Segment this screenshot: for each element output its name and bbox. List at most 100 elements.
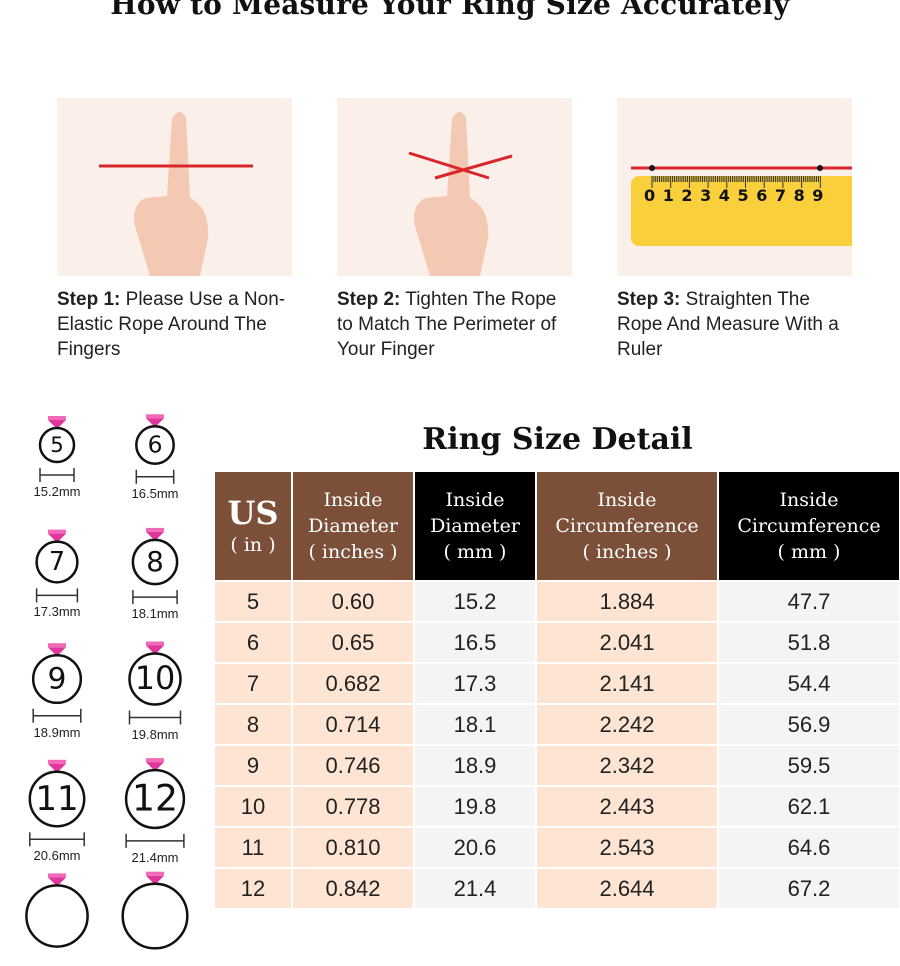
table-row: 8 0.714 18.1 2.242 56.9 [215, 703, 900, 745]
table-cell: 0.778 [292, 785, 415, 827]
step1-image [57, 98, 292, 276]
table-cell: 15.2 [414, 580, 537, 622]
table-cell: 10 [215, 785, 293, 827]
gem-icon [146, 875, 164, 885]
table-row: 12 0.842 21.4 2.644 67.2 [215, 867, 900, 908]
table-cell: 5 [215, 580, 293, 622]
table-cell: 54.4 [718, 662, 900, 704]
table-cell: 17.3 [414, 662, 537, 704]
table-row: 7 0.682 17.3 2.141 54.4 [215, 662, 900, 704]
column-header: Inside Circumference( mm ) [718, 472, 900, 581]
table-cell: 0.60 [292, 580, 415, 622]
table-cell: 0.746 [292, 744, 415, 786]
table-cell: 51.8 [718, 621, 900, 663]
table-cell: 2.041 [536, 621, 719, 663]
svg-text:11: 11 [35, 779, 78, 819]
ruler-number: 7 [774, 186, 787, 205]
table-cell: 56.9 [718, 703, 900, 745]
gem-icon [48, 420, 66, 429]
svg-text:8: 8 [146, 545, 164, 578]
column-header: Inside Diameter( mm ) [414, 472, 537, 581]
table-cell: 2.543 [536, 826, 719, 868]
table-title: Ring Size Detail [422, 422, 693, 457]
ruler-illustration [631, 165, 852, 246]
ruler-number: 5 [737, 186, 749, 205]
table-cell: 12 [215, 867, 293, 908]
ruler-number: 4 [718, 186, 730, 205]
column-header: US( in ) [215, 472, 293, 581]
table-cell: 0.810 [292, 826, 415, 868]
ruler-number: 8 [793, 186, 805, 205]
table-cell: 47.7 [718, 580, 900, 622]
table-cell: 8 [215, 703, 293, 745]
gem-icon [48, 763, 66, 773]
gem-icon [48, 877, 66, 887]
gem-icon [146, 418, 164, 428]
table-cell: 18.9 [414, 744, 537, 786]
svg-text:10: 10 [135, 659, 176, 697]
ruler-number: 2 [681, 186, 693, 205]
gem-icon [146, 531, 164, 541]
table-cell: 2.443 [536, 785, 719, 827]
ring-diameter-label: 16.5mm [131, 485, 179, 501]
svg-text:7: 7 [49, 547, 65, 577]
table-cell: 7 [215, 662, 293, 704]
ruler-number: 9 [812, 186, 824, 205]
table-cell: 20.6 [414, 826, 537, 868]
ruler-number: 3 [700, 186, 712, 205]
ring-diameter-label: 15.2mm [33, 484, 81, 499]
table-cell: 16.5 [414, 621, 537, 663]
ruler-number: 6 [756, 186, 768, 205]
table-cell: 2.644 [536, 867, 719, 908]
table-cell: 2.141 [536, 662, 719, 704]
ring-diameter-label: 18.1mm [131, 606, 179, 622]
table-cell: 21.4 [414, 867, 537, 908]
table-row: 9 0.746 18.9 2.342 59.5 [215, 744, 900, 786]
table-cell: 2.242 [536, 703, 719, 745]
table-cell: 19.8 [414, 785, 537, 827]
ring-diameter-label: 17.3mm [33, 604, 81, 620]
table-cell: 11 [215, 826, 293, 868]
table-cell: 0.842 [292, 867, 415, 908]
table-row: 6 0.65 16.5 2.041 51.8 [215, 621, 900, 663]
table-cell: 0.714 [292, 703, 415, 745]
ring-diameter-label: 20.6mm [33, 848, 81, 864]
page-title: How to Measure Your Ring Size Accurately [110, 0, 790, 21]
table-cell: 62.1 [718, 785, 900, 827]
step2-caption: Step 2: Tighten The Rope to Match The Pe… [337, 289, 557, 360]
ruler-number: 0 [644, 186, 656, 205]
table-cell: 64.6 [718, 826, 900, 868]
ring-diameter-label: 19.8mm [131, 726, 179, 742]
table-cell: 59.5 [718, 744, 900, 786]
table-cell: 0.682 [292, 662, 415, 704]
step1-caption: Step 1: Please Use a Non-Elastic Rope Ar… [57, 289, 286, 360]
ring-size-table: US( in ) Inside Diameter( inches ) Inside Di… [215, 472, 900, 908]
svg-text:6: 6 [148, 430, 163, 458]
table-row: 10 0.778 19.8 2.443 62.1 [215, 785, 900, 827]
table-cell: 9 [215, 744, 293, 786]
table-cell: 18.1 [414, 703, 537, 745]
table-row: 11 0.810 20.6 2.543 64.6 [215, 826, 900, 868]
step3-caption: Step 3: Straighten The Rope And Measure … [617, 289, 839, 360]
table-row: 5 0.60 15.2 1.884 47.7 [215, 580, 900, 622]
gem-icon [146, 645, 164, 655]
ring-diameter-label: 21.4mm [131, 849, 179, 865]
table-cell: 1.884 [536, 580, 719, 622]
svg-text:12: 12 [132, 777, 178, 820]
ring-diameter-label: 18.9mm [33, 724, 81, 740]
column-header: Inside Diameter( inches ) [292, 472, 415, 581]
table-cell: 2.342 [536, 744, 719, 786]
table-cell: 6 [215, 621, 293, 663]
svg-text:5: 5 [50, 433, 64, 458]
table-cell: 0.65 [292, 621, 415, 663]
column-header: Inside Circumference( inches ) [536, 472, 719, 581]
step2-image [337, 98, 572, 276]
table-cell: 67.2 [718, 867, 900, 908]
gem-icon [48, 533, 66, 543]
svg-text:9: 9 [48, 662, 67, 697]
hand-rope-illustration [99, 112, 253, 276]
gem-icon [146, 762, 164, 772]
hand-rope-illustration [408, 112, 513, 276]
gem-icon [48, 647, 66, 657]
